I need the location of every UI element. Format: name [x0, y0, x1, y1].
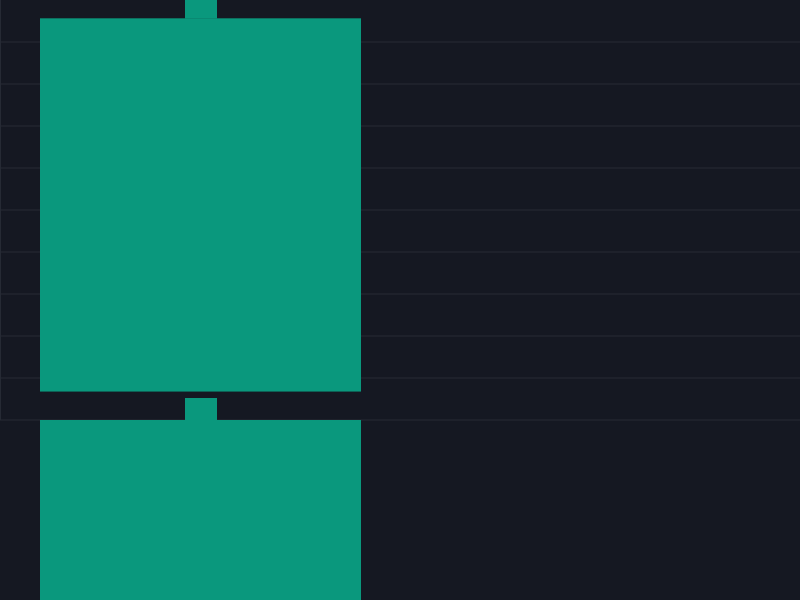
- candle-wick: [185, 398, 217, 420]
- candle-body: [40, 18, 361, 392]
- candles: [40, 0, 361, 600]
- candle-body: [40, 420, 361, 600]
- candle-wick: [185, 0, 217, 19]
